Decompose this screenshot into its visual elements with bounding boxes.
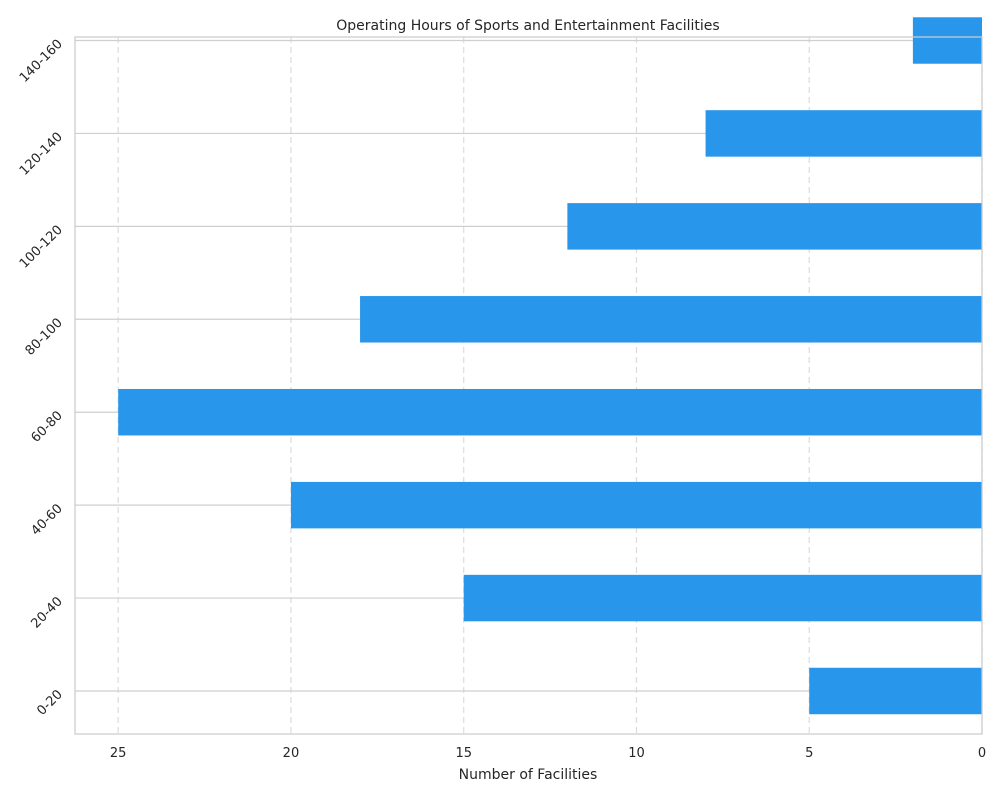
y-tick-label: 80-100 [23, 316, 66, 359]
y-tick-label: 140-160 [17, 37, 66, 86]
y-tick-label: 100-120 [17, 223, 66, 272]
x-tick-label: 5 [805, 746, 813, 761]
plot-frame [74, 36, 983, 735]
x-tick-label: 25 [110, 746, 127, 761]
x-tick-label: 10 [628, 746, 645, 761]
bar [705, 110, 982, 157]
x-tick-label: 20 [283, 746, 300, 761]
bar [290, 481, 982, 529]
bar [809, 667, 982, 715]
x-axis-label: Number of Facilities [459, 767, 598, 783]
y-tick-label: 60-80 [29, 408, 66, 445]
y-tick-label: 40-60 [29, 501, 66, 538]
y-tick-label: 120-140 [17, 130, 66, 179]
bar-layer [118, 17, 982, 715]
bar [118, 388, 982, 436]
bar [463, 574, 982, 622]
y-tick-label: 0-20 [34, 687, 65, 718]
bar [567, 203, 982, 250]
bar [360, 296, 982, 343]
x-tick-label: 0 [978, 746, 986, 761]
y-tick-label: 20-40 [29, 594, 66, 631]
x-tick-label: 15 [455, 746, 472, 761]
chart-title: Operating Hours of Sports and Entertainm… [336, 18, 719, 34]
bar [912, 17, 982, 64]
